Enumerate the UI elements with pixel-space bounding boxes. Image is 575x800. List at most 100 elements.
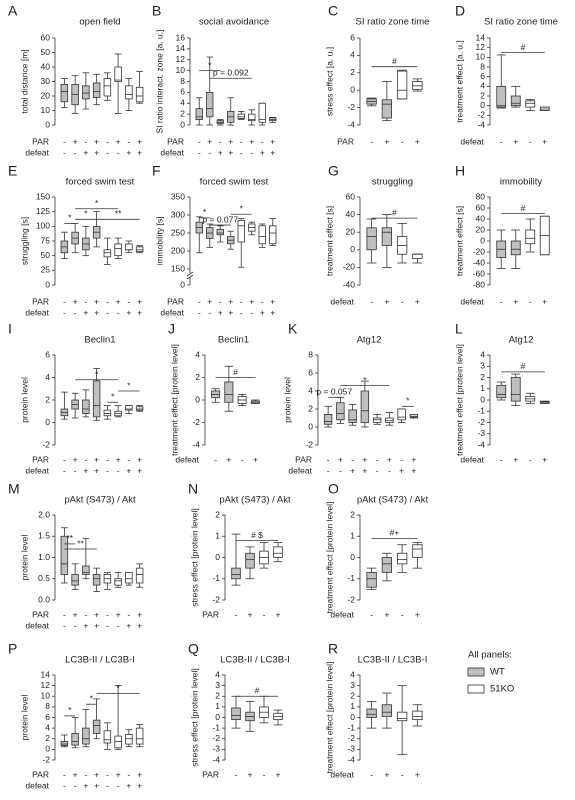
row-value: -: [263, 769, 266, 779]
row-name: PAR: [32, 296, 49, 306]
row-value: -: [240, 296, 243, 306]
row-value: +: [248, 769, 253, 779]
row-value: +: [228, 147, 233, 157]
box: [92, 380, 101, 418]
box: [231, 567, 241, 580]
y-tick-label: 2: [350, 691, 355, 701]
box: [366, 571, 377, 588]
row-name: defeat: [288, 465, 312, 475]
y-tick-label: 6: [480, 71, 485, 81]
row-value: +: [137, 769, 142, 779]
y-tick-label: 0: [180, 119, 185, 129]
row-value: +: [137, 454, 142, 464]
row-value: +: [94, 465, 99, 475]
row-value: +: [253, 454, 258, 464]
row-value: +: [94, 780, 99, 790]
row-value: +: [248, 609, 253, 619]
box: [135, 567, 144, 584]
y-tick-label: 4: [195, 349, 200, 359]
box: [195, 108, 203, 120]
row-value: +: [542, 296, 547, 306]
y-tick-label: 125: [36, 206, 50, 216]
row-value: +: [137, 307, 142, 317]
box: [412, 710, 423, 721]
row-value: -: [63, 136, 66, 146]
y-tick-label: -4: [347, 119, 355, 129]
row-value: +: [276, 609, 281, 619]
box: [360, 390, 370, 423]
box: [135, 727, 144, 745]
y-tick-label: 14: [41, 669, 51, 679]
y-tick-label: 2: [308, 403, 313, 413]
row-value: +: [94, 769, 99, 779]
row-value: -: [235, 769, 238, 779]
row-value: +: [384, 136, 389, 146]
y-tick-label: 0: [308, 421, 313, 431]
y-tick-label: 8: [480, 61, 485, 71]
y-tick-label: -1: [477, 406, 485, 416]
y-tick-label: -20: [473, 246, 486, 256]
row-value: +: [415, 296, 420, 306]
row-value: -: [208, 307, 211, 317]
row-value: -: [127, 454, 130, 464]
legend-swatch: [467, 684, 485, 694]
significance-label: #: [521, 361, 526, 371]
y-axis-label: treatment effect [protein level]: [324, 662, 334, 774]
row-value: -: [127, 296, 130, 306]
box: [510, 240, 521, 256]
significance-label: #: [521, 42, 526, 52]
row-value: -: [500, 136, 503, 146]
y-tick-label: 25: [41, 265, 51, 275]
row-value: +: [137, 136, 142, 146]
panel-letter: L: [455, 321, 463, 337]
row-value: -: [106, 780, 109, 790]
row-value: +: [73, 454, 78, 464]
box: [125, 734, 133, 745]
row-value: +: [116, 296, 121, 306]
box: [412, 81, 423, 90]
row-value: +: [73, 136, 78, 146]
row-value: -: [208, 147, 211, 157]
box: [366, 708, 377, 718]
legend-label: WT: [490, 667, 505, 678]
significance-label: *: [208, 60, 212, 70]
y-tick-label: 4: [350, 50, 355, 60]
box: [216, 228, 224, 236]
y-tick-label: -4: [347, 754, 355, 764]
row-value: +: [94, 307, 99, 317]
box: [396, 70, 408, 100]
y-axis-label: treatment effect [protein level]: [454, 344, 464, 456]
row-value: +: [362, 454, 367, 464]
box: [409, 413, 419, 418]
row-value: -: [117, 465, 120, 475]
chart-title: open field: [79, 17, 120, 28]
chart-title: SI ratio zone time: [484, 17, 558, 28]
box: [60, 741, 69, 747]
row-value: +: [126, 465, 131, 475]
row-name: PAR: [32, 769, 49, 779]
significance-label: **: [66, 533, 73, 543]
y-tick-label: 300: [171, 209, 185, 219]
row-value: -: [401, 136, 404, 146]
y-tick-label: 0: [180, 279, 185, 289]
row-value: -: [376, 465, 379, 475]
y-tick-label: 6: [308, 367, 313, 377]
y-tick-label: 50: [41, 250, 51, 260]
row-value: -: [117, 620, 120, 630]
y-tick-label: 20: [346, 226, 356, 236]
row-value: -: [106, 296, 109, 306]
row-value: +: [218, 307, 223, 317]
row-value: +: [411, 465, 416, 475]
y-tick-label: 16: [176, 32, 186, 42]
row-value: +: [137, 620, 142, 630]
y-tick-label: -3: [212, 744, 220, 754]
y-tick-label: -2: [42, 754, 50, 764]
y-tick-label: 2: [350, 509, 355, 519]
y-axis-label: immobility [s]: [154, 216, 164, 265]
y-tick-label: -4: [477, 119, 485, 129]
y-tick-label: 150: [36, 191, 50, 201]
y-tick-label: 2: [350, 67, 355, 77]
row-name: PAR: [295, 454, 312, 464]
row-value: -: [500, 296, 503, 306]
box: [114, 66, 122, 82]
